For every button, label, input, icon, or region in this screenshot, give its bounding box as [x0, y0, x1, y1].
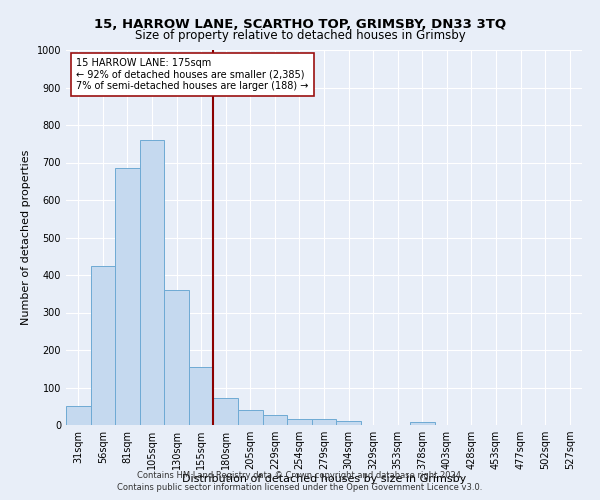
Bar [214, 398, 238, 425]
Bar [164, 290, 189, 425]
Bar [91, 266, 115, 425]
Bar [66, 406, 91, 425]
Text: Contains HM Land Registry data © Crown copyright and database right 2024.: Contains HM Land Registry data © Crown c… [137, 471, 463, 480]
Bar [238, 410, 263, 425]
Bar [115, 168, 140, 425]
Text: 15, HARROW LANE, SCARTHO TOP, GRIMSBY, DN33 3TQ: 15, HARROW LANE, SCARTHO TOP, GRIMSBY, D… [94, 18, 506, 30]
Y-axis label: Number of detached properties: Number of detached properties [21, 150, 31, 325]
Bar [287, 418, 312, 425]
Text: 15 HARROW LANE: 175sqm
← 92% of detached houses are smaller (2,385)
7% of semi-d: 15 HARROW LANE: 175sqm ← 92% of detached… [76, 58, 308, 90]
Bar [336, 421, 361, 425]
Bar [189, 367, 214, 425]
Bar [263, 415, 287, 425]
X-axis label: Distribution of detached houses by size in Grimsby: Distribution of detached houses by size … [182, 474, 466, 484]
Text: Size of property relative to detached houses in Grimsby: Size of property relative to detached ho… [134, 29, 466, 42]
Text: Contains public sector information licensed under the Open Government Licence v3: Contains public sector information licen… [118, 484, 482, 492]
Bar [410, 422, 434, 425]
Bar [312, 418, 336, 425]
Bar [140, 140, 164, 425]
